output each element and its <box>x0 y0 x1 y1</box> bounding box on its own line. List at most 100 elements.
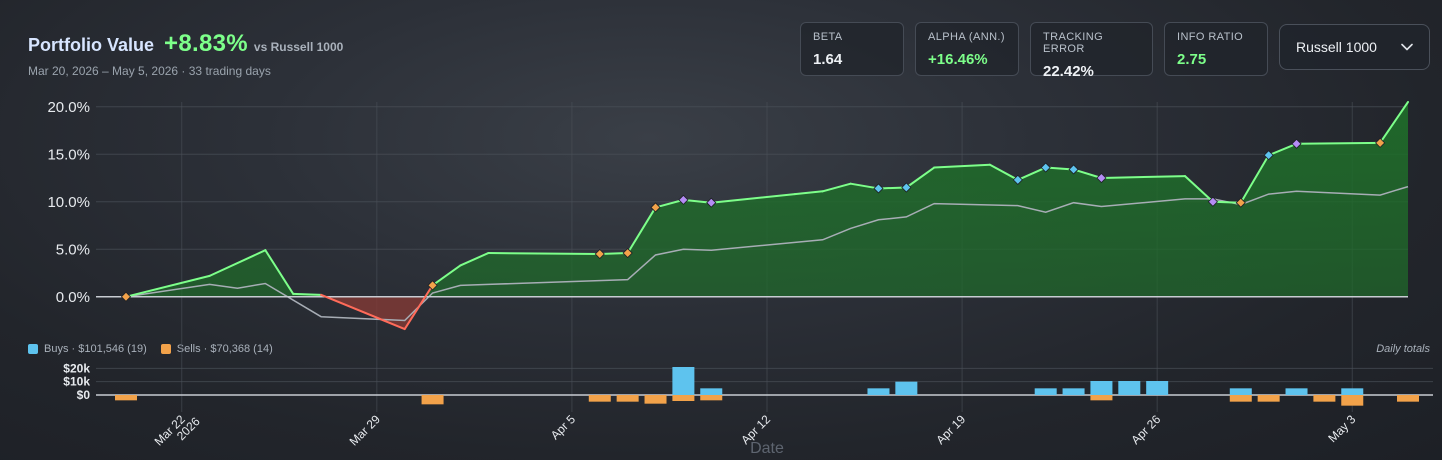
portfolio-line-segment <box>1379 101 1409 144</box>
portfolio-line-segment <box>320 293 406 331</box>
buy-bar <box>867 388 890 395</box>
chart-title: Portfolio Value <box>28 35 155 55</box>
x-tick-group: Apr 19 <box>933 412 968 447</box>
daily-totals-note: Daily totals <box>1376 343 1430 355</box>
date-range-subtitle: Mar 20, 2026 – May 5, 2026 · 33 trading … <box>28 64 271 78</box>
trade-marker-sell <box>120 291 132 302</box>
stat-label: TRACKING ERROR <box>1043 31 1104 55</box>
trade-marker-sell <box>650 202 661 213</box>
trade-marker-sell <box>427 280 438 291</box>
benchmark-select[interactable]: Russell 1000 <box>1279 24 1430 70</box>
sells-swatch <box>160 344 171 354</box>
portfolio-line-segment <box>654 198 685 209</box>
trade-marker-buy <box>873 183 884 194</box>
portfolio-line-segment <box>988 163 1019 181</box>
portfolio-line-segment <box>1016 166 1047 181</box>
portfolio-line-segment <box>793 190 824 196</box>
y-tick-label: 0.0% <box>56 289 90 306</box>
stat-value: 2.75 <box>1177 51 1207 68</box>
legend-sells-label: Sells · $70,368 (14) <box>176 343 273 355</box>
portfolio-line-segment <box>710 193 796 204</box>
buy-bar <box>895 381 918 395</box>
sell-bar <box>672 395 695 401</box>
stat-card-beta: BETA 1.64 <box>800 22 904 76</box>
y-tick-label: 15.0% <box>47 146 90 163</box>
x-axis-label: Date <box>750 440 784 457</box>
portfolio-line-segment <box>431 264 462 287</box>
stat-label: BETA <box>813 31 843 43</box>
x-tick-label: Mar 29 <box>347 412 384 449</box>
portfolio-line-segment <box>1072 168 1103 179</box>
x-tick-group: Apr 5 <box>548 412 578 442</box>
x-tick-label: Apr 5 <box>548 412 578 442</box>
bar-y-tick-label: $0 <box>77 388 91 402</box>
sell-bar <box>1313 395 1336 402</box>
sell-bar <box>1341 395 1364 406</box>
portfolio-line-segment <box>264 249 295 295</box>
stat-label: ALPHA (ANN.) <box>928 31 1005 43</box>
buy-bar <box>1146 381 1169 395</box>
portfolio-line-segment <box>1295 141 1382 145</box>
trade-marker-both <box>1207 196 1218 207</box>
trade-marker-buy <box>1263 150 1274 161</box>
x-tick-group: Mar 29 <box>347 412 384 449</box>
sell-bar <box>1229 395 1252 402</box>
buy-bar <box>1062 388 1085 395</box>
bar-y-tick-label: $10k <box>63 375 90 389</box>
stat-card-info-ratio: INFO RATIO 2.75 <box>1164 22 1268 76</box>
chart-header: Portfolio Value +8.83% vs Russell 1000 M… <box>28 30 343 78</box>
buy-bar <box>1090 381 1113 395</box>
stat-value: +16.46% <box>928 51 988 68</box>
buy-bar <box>700 388 723 395</box>
benchmark-label: vs Russell 1000 <box>253 40 344 54</box>
performance-value: +8.83% <box>164 30 248 57</box>
stat-value: 1.64 <box>813 51 843 68</box>
portfolio-line-segment <box>626 206 657 255</box>
portfolio-line-segment <box>849 182 880 190</box>
portfolio-line-segment <box>292 292 323 296</box>
trade-marker-sell <box>594 248 605 260</box>
portfolio-area-positive <box>126 102 1408 297</box>
buy-bar <box>1229 388 1252 395</box>
trade-marker-both <box>1096 172 1107 184</box>
portfolio-line-segment <box>933 163 991 169</box>
trade-marker-sell <box>1235 197 1246 208</box>
buy-bar <box>1034 388 1057 395</box>
portfolio-line-segment <box>1239 154 1270 204</box>
y-tick-label: 20.0% <box>47 99 90 116</box>
trade-marker-buy <box>1040 162 1051 173</box>
sell-bar <box>644 395 667 404</box>
chevron-down-icon <box>1401 43 1413 51</box>
legend-buys[interactable]: Buys · $101,546 (19) <box>28 343 147 355</box>
portfolio-line-segment <box>487 252 601 255</box>
x-tick-group: May 3 <box>1325 412 1358 445</box>
portfolio-line-segment <box>403 284 434 331</box>
x-tick-label: May 3 <box>1325 412 1358 445</box>
stat-card-tracking-error: TRACKING ERROR 22.42% <box>1030 22 1153 80</box>
stat-card-alpha: ALPHA (ANN.) +16.46% <box>915 22 1019 76</box>
x-tick-label: Apr 19 <box>933 412 968 447</box>
legend-sells[interactable]: Sells · $70,368 (14) <box>160 343 273 355</box>
portfolio-line-segment <box>682 198 713 204</box>
portfolio-line-segment <box>459 252 490 267</box>
sell-bar <box>616 395 639 402</box>
sell-bar <box>1397 395 1419 402</box>
trade-marker-buy <box>1068 164 1079 175</box>
trade-marker-both <box>706 197 717 208</box>
buy-bar <box>1118 381 1141 395</box>
trade-marker-sell <box>1375 137 1386 148</box>
trade-marker-both <box>678 194 689 205</box>
x-tick-group: Apr 26 <box>1128 412 1163 447</box>
portfolio-line-segment <box>208 249 267 277</box>
y-tick-label: 5.0% <box>56 241 90 258</box>
x-tick-label: Apr 26 <box>1128 412 1163 447</box>
portfolio-line-segment <box>125 274 211 298</box>
portfolio-line-segment <box>1184 175 1214 203</box>
y-tick-label: 10.0% <box>47 194 90 211</box>
trade-marker-buy <box>1012 174 1023 185</box>
trade-marker-sell <box>622 247 633 259</box>
trade-marker-both <box>1291 138 1302 149</box>
sell-bar <box>1257 395 1280 402</box>
